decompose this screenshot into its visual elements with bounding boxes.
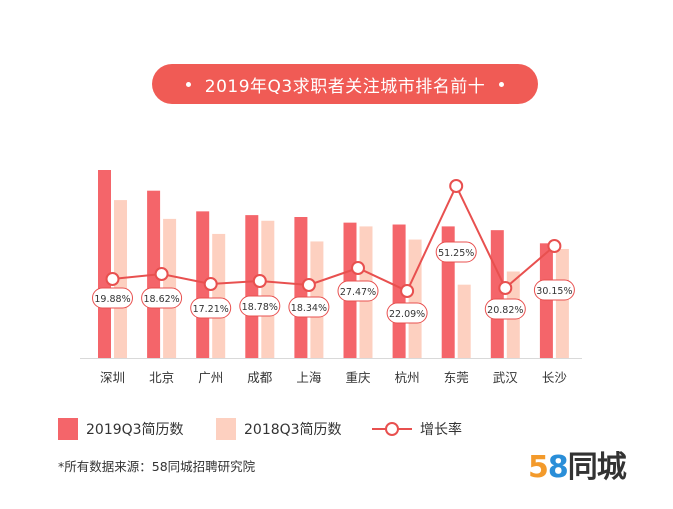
bar-2018-2 [212, 233, 226, 358]
growth-label-4: 18.34% [291, 303, 327, 314]
growth-point-2 [203, 277, 218, 291]
growth-label-bg-1 [141, 287, 183, 309]
legend-item-growth: 增长率 [372, 418, 462, 440]
logo-text: 同城 [567, 450, 627, 485]
growth-point-0 [105, 272, 120, 286]
growth-label-9: 30.15% [536, 286, 572, 297]
x-tick-label-5: 重庆 [345, 370, 371, 385]
bar-2019-6 [392, 224, 406, 358]
growth-label-1: 18.62% [143, 294, 179, 305]
x-tick-label-3: 成都 [247, 370, 273, 385]
growth-point-5 [351, 261, 365, 275]
legend-label-2019: 2019Q3简历数 [86, 422, 184, 438]
growth-label-bg-8 [484, 298, 526, 320]
bar-2018-6 [408, 239, 422, 358]
growth-point-7 [449, 179, 464, 193]
legend-swatch-2019 [58, 418, 78, 440]
growth-label-6: 22.09% [389, 309, 425, 320]
growth-label-bg-9 [533, 279, 575, 301]
logo-digit-8: 8 [547, 450, 569, 485]
legend-label-2018: 2018Q3简历数 [244, 422, 342, 438]
growth-label-bg-0 [92, 287, 133, 309]
legend-item-2019: 2019Q3简历数 [58, 418, 184, 440]
x-tick-label-6: 杭州 [395, 370, 420, 385]
growth-label-bg-7 [435, 241, 477, 263]
growth-label-bg-2 [190, 297, 232, 319]
title-dot-right [499, 81, 505, 87]
growth-label-5: 27.47% [340, 287, 376, 298]
growth-label-bg-6 [386, 302, 428, 324]
growth-point-1 [154, 267, 169, 281]
brand-logo: 58同城 [528, 442, 627, 486]
x-tick-label-1: 北京 [149, 370, 174, 385]
growth-label-2: 17.21% [193, 304, 229, 315]
x-tick-label-9: 长沙 [542, 370, 568, 385]
growth-label-8: 20.82% [487, 305, 523, 316]
legend-label-growth: 增长率 [420, 422, 462, 438]
legend-swatch-2018 [216, 418, 236, 440]
legend-line-marker [372, 422, 412, 436]
growth-point-3 [252, 274, 267, 288]
growth-label-7: 51.25% [438, 248, 474, 259]
growth-label-bg-3 [239, 295, 281, 317]
bar-2019-0 [98, 170, 111, 358]
data-source-note: *所有数据来源：58同城招聘研究院 [58, 459, 256, 474]
growth-point-6 [400, 284, 415, 298]
title-dot-left [185, 81, 191, 87]
bar-2018-3 [261, 220, 275, 358]
x-tick-label-4: 上海 [296, 370, 322, 385]
x-tick-label-0: 深圳 [100, 370, 125, 385]
bar-2019-9 [539, 243, 553, 358]
growth-label-3: 18.78% [242, 302, 278, 313]
growth-point-9 [547, 239, 562, 253]
growth-line [112, 183, 556, 293]
growth-point-4 [301, 278, 316, 292]
growth-label-bg-4 [288, 296, 330, 318]
growth-label-0: 19.88% [94, 294, 130, 305]
chart-title-banner: 2019年Q3求职者关注城市排名前十 [152, 64, 538, 104]
growth-label-bg-5 [337, 280, 379, 302]
x-tick-label-8: 武汉 [493, 370, 519, 385]
bar-2018-7 [457, 284, 471, 358]
bar-2018-9 [555, 248, 569, 358]
bar-2019-3 [245, 215, 259, 358]
bar-2019-4 [294, 217, 308, 358]
chart-title: 2019年Q3求职者关注城市排名前十 [204, 76, 486, 97]
growth-point-8 [498, 281, 513, 295]
logo-digit-5: 5 [528, 450, 549, 485]
bar-2019-8 [490, 230, 504, 358]
x-tick-label-2: 广州 [198, 370, 223, 385]
legend-item-2018: 2018Q3简历数 [216, 418, 342, 440]
x-tick-label-7: 东莞 [444, 370, 469, 385]
bar-2019-2 [196, 211, 210, 358]
